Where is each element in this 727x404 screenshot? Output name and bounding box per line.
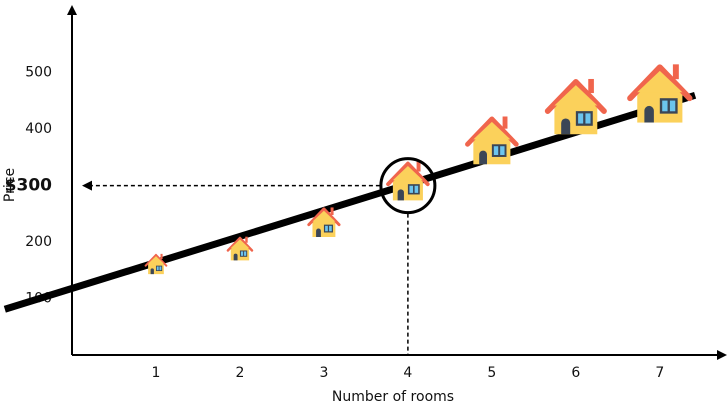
chimney xyxy=(160,253,163,260)
y-axis-label: Price xyxy=(2,168,18,202)
roof-fill xyxy=(554,85,598,106)
x-tick-label: 2 xyxy=(235,365,244,381)
roof xyxy=(226,236,254,252)
y-tick-label: 400 xyxy=(25,121,52,137)
roof-fill xyxy=(392,165,423,181)
y-tick-label: 200 xyxy=(25,234,52,250)
door xyxy=(479,150,487,165)
roof-fill xyxy=(473,121,511,140)
x-tick-label: 5 xyxy=(487,365,496,381)
roof xyxy=(465,116,519,147)
chimney xyxy=(502,116,508,129)
y-tick-label: 500 xyxy=(25,65,52,81)
chimney xyxy=(416,161,421,172)
door xyxy=(397,189,404,201)
house-point xyxy=(144,253,168,275)
house-point xyxy=(226,236,254,261)
door xyxy=(150,268,154,275)
y-tick-label: $300 xyxy=(5,176,52,196)
x-tick-label: 3 xyxy=(319,365,328,381)
chimney xyxy=(330,207,334,215)
door xyxy=(561,118,571,135)
house-point xyxy=(627,64,693,123)
house-point xyxy=(544,78,607,135)
roof-fill xyxy=(230,239,250,249)
x-tick-label: 1 xyxy=(152,365,161,381)
door xyxy=(233,253,238,261)
highlight-circle xyxy=(379,157,437,215)
roof-fill xyxy=(148,256,164,264)
x-tick-label: 4 xyxy=(403,365,412,381)
roof xyxy=(544,78,607,114)
door xyxy=(644,105,654,123)
x-axis-label: Number of rooms xyxy=(332,389,454,404)
x-tick-label: 7 xyxy=(655,365,664,381)
roof xyxy=(144,253,168,267)
door xyxy=(316,228,321,238)
house-point xyxy=(386,161,430,201)
roof-fill xyxy=(637,70,683,93)
chimney xyxy=(672,64,679,80)
chimney xyxy=(245,236,248,243)
roof xyxy=(386,161,430,187)
chimney xyxy=(588,78,594,94)
roof xyxy=(307,207,341,227)
x-tick-label: 6 xyxy=(571,365,580,381)
roof xyxy=(627,64,693,102)
house-point xyxy=(307,207,341,238)
roof-fill xyxy=(312,210,336,222)
house-point xyxy=(465,116,519,165)
